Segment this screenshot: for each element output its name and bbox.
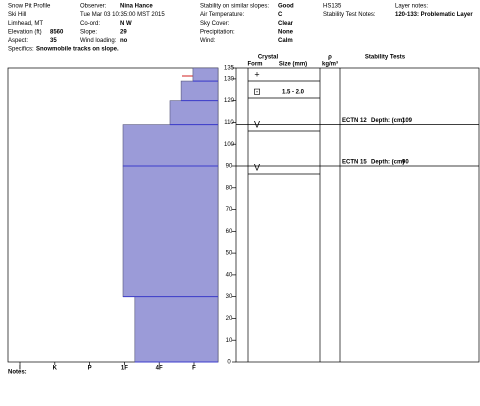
header-label: Co-ord: bbox=[80, 21, 100, 27]
y-tick-label: 80 bbox=[226, 185, 233, 191]
crystal-form: ⊡ bbox=[253, 86, 261, 96]
crystal-frame bbox=[235, 67, 480, 363]
header-value: Nina Hance bbox=[120, 4, 153, 10]
header-label: Wind: bbox=[200, 38, 216, 44]
hardness-bar bbox=[122, 124, 219, 167]
y-tick-label: 30 bbox=[226, 294, 233, 300]
header-label: Wind loading: bbox=[80, 38, 117, 44]
test-name: ECTN 12 bbox=[342, 118, 367, 124]
header-label: Observer: bbox=[80, 4, 107, 10]
x-tick-label: P bbox=[88, 366, 92, 372]
test-depth: 90 bbox=[402, 160, 409, 166]
column-head: ρ bbox=[328, 55, 332, 61]
x-tick-label: K bbox=[53, 366, 58, 372]
header-value: Snowmobile tracks on slope. bbox=[36, 47, 119, 53]
y-tick-label: 100 bbox=[224, 142, 235, 148]
x-tick-label: 4F bbox=[156, 366, 163, 372]
header-label: Stability Test Notes: bbox=[323, 12, 376, 18]
header-label: Elevation (ft) bbox=[8, 29, 42, 35]
y-tick-label: 90 bbox=[226, 164, 233, 170]
hardness-bar bbox=[180, 80, 219, 101]
header-label: Tue Mar 03 10:35:00 MST 2015 bbox=[80, 12, 165, 18]
crystal-form: V bbox=[254, 162, 260, 172]
hardness-bar bbox=[169, 100, 219, 125]
x-tick-label: 1F bbox=[121, 366, 128, 372]
header-value: 120-133: Problematic Layer bbox=[395, 12, 473, 18]
header-value: N W bbox=[120, 21, 132, 27]
column-head: Crystal bbox=[258, 55, 279, 61]
header-value: C bbox=[278, 12, 283, 18]
y-tick-label: 20 bbox=[226, 316, 233, 322]
test-depth-label: Depth: (cm) bbox=[371, 118, 404, 124]
test-depth-label: Depth: (cm) bbox=[371, 160, 404, 166]
header-label: Precipitation: bbox=[200, 29, 235, 35]
y-tick-label: 60 bbox=[226, 229, 233, 235]
header-label: Stability on similar slopes: bbox=[200, 4, 269, 10]
x-tick-label: I bbox=[19, 366, 21, 372]
header-label: Aspect: bbox=[8, 38, 28, 44]
header-value: Good bbox=[278, 4, 294, 10]
header-label: Specifics: bbox=[8, 47, 34, 53]
y-tick-label: 120 bbox=[224, 98, 235, 104]
header-label: Layer notes: bbox=[395, 4, 428, 10]
header-label: Slope: bbox=[80, 29, 97, 35]
column-head: Form bbox=[248, 62, 263, 68]
y-tick-label: 110 bbox=[224, 120, 234, 126]
header-value: Calm bbox=[278, 38, 293, 44]
y-tick-label: 10 bbox=[226, 338, 233, 344]
test-depth: 109 bbox=[402, 118, 413, 124]
column-head: Stability Tests bbox=[365, 55, 406, 61]
hardness-bar bbox=[192, 67, 219, 82]
crystal-form: + bbox=[254, 69, 259, 79]
header-value: 29 bbox=[120, 29, 127, 35]
y-tick-label: 0 bbox=[227, 360, 231, 366]
hardness-bar bbox=[134, 296, 219, 363]
header-value: Clear bbox=[278, 21, 294, 27]
hardness-bar bbox=[122, 165, 219, 297]
header-value: 35 bbox=[50, 38, 57, 44]
header-label: Ski Hill bbox=[8, 12, 26, 18]
header-label: Air Temperature: bbox=[200, 12, 245, 18]
header-label: Sky Cover: bbox=[200, 21, 230, 27]
notes: Notes: bbox=[8, 370, 27, 376]
column-head: kg/m³ bbox=[322, 61, 338, 68]
y-tick-label: 40 bbox=[226, 272, 233, 278]
header-label: Limhead, MT bbox=[8, 21, 43, 27]
x-tick-label: F bbox=[192, 366, 196, 372]
y-tick-label: 70 bbox=[226, 207, 233, 213]
crystal-size: 1.5 - 2.0 bbox=[282, 90, 305, 96]
test-name: ECTN 15 bbox=[342, 160, 367, 166]
column-head: Size (mm) bbox=[279, 62, 307, 68]
header-value: None bbox=[278, 29, 294, 35]
y-tick-label: 135 bbox=[224, 66, 235, 72]
y-tick-label: 50 bbox=[226, 251, 233, 257]
header-label: HS135 bbox=[323, 4, 342, 10]
header-value: 8560 bbox=[50, 29, 64, 35]
y-tick-label: 130 bbox=[224, 76, 235, 82]
header-label: Snow Pit Profile bbox=[8, 4, 51, 10]
header-value: no bbox=[120, 38, 128, 44]
